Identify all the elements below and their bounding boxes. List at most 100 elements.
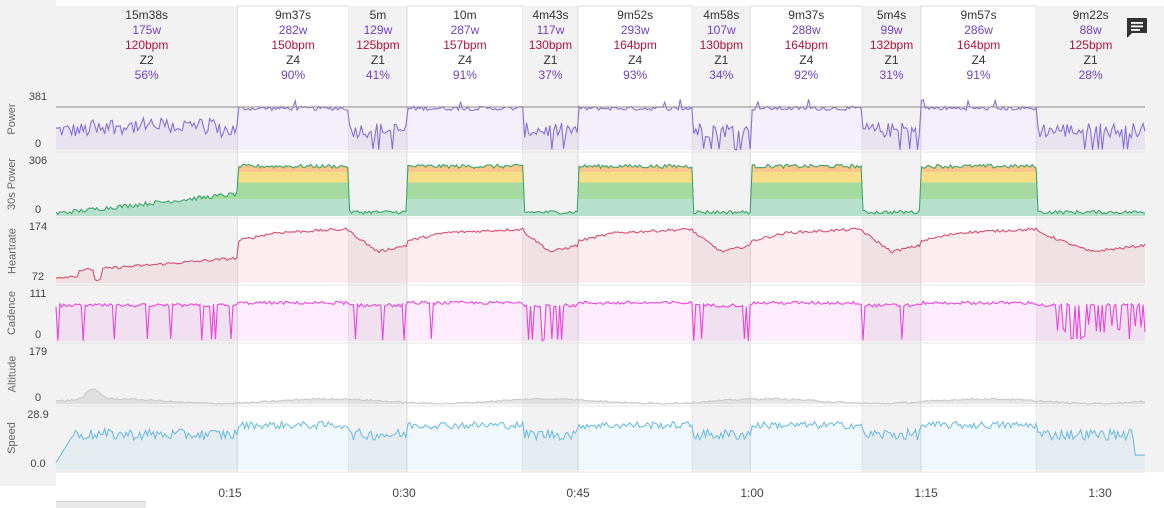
30s-power-zone-band-2 [56, 171, 1145, 183]
interval-percent: 91% [452, 68, 477, 82]
interval-percent: 91% [966, 68, 991, 82]
interval-percent: 56% [134, 68, 159, 82]
interval-duration: 5m4s [876, 8, 907, 22]
interval-heartrate: 130bpm [528, 38, 573, 52]
interval-duration: 4m58s [703, 8, 740, 22]
ytick-label: 381 [28, 91, 48, 103]
altitude-line[interactable] [55, 388, 1146, 405]
ytick-label: 0 [34, 392, 42, 404]
interval-stats[interactable]: 5m4s 99w 132bpm Z1 31% [862, 8, 921, 83]
interval-background-7[interactable] [750, 6, 863, 472]
interval-stats[interactable]: 15m38s 175w 120bpm Z2 56% [56, 8, 237, 83]
interval-percent: 37% [538, 68, 563, 82]
xtick-label: 0:15 [218, 486, 242, 500]
interval-power: 287w [450, 23, 480, 37]
heartrate-area [56, 228, 1145, 283]
cadence-line[interactable] [55, 300, 1146, 342]
interval-stats[interactable]: 9m52s 293w 164bpm Z4 93% [578, 8, 692, 83]
altitude-area [56, 389, 1145, 404]
interval-power: 293w [620, 23, 650, 37]
interval-background-1[interactable] [237, 6, 349, 472]
speed-area [56, 421, 1145, 470]
interval-stats[interactable]: 4m58s 107w 130bpm Z1 34% [692, 8, 750, 83]
interval-stats[interactable]: 9m22s 88w 125bpm Z1 28% [1036, 8, 1145, 83]
interval-stats[interactable]: 9m37s 282w 150bpm Z4 90% [237, 8, 349, 83]
interval-heartrate: 164bpm [613, 38, 657, 52]
interval-duration: 9m22s [1072, 8, 1109, 22]
interval-power: 107w [706, 23, 736, 37]
30s-power-zone-band-0 [56, 199, 1145, 216]
interval-zone: Z4 [799, 53, 814, 67]
channel-label-speed: Speed [6, 422, 18, 454]
channel-label-cadence: Cadence [6, 290, 18, 336]
interval-background-0[interactable] [56, 6, 238, 472]
interval-heartrate: 120bpm [124, 38, 169, 52]
interval-power: 129w [363, 23, 393, 37]
ytick-label: 179 [28, 346, 48, 358]
interval-heartrate: 125bpm [356, 38, 400, 52]
channel-label-power: Power [6, 103, 18, 135]
ytick-label: 0 [34, 138, 42, 150]
interval-heartrate: 130bpm [699, 38, 743, 52]
interval-stats[interactable]: 5m 129w 125bpm Z1 41% [349, 8, 407, 83]
interval-zone: Z1 [714, 53, 729, 67]
interval-heartrate: 150bpm [271, 38, 315, 52]
interval-background-6[interactable] [692, 6, 751, 472]
interval-zone: Z2 [139, 53, 154, 67]
interval-zone: Z4 [628, 53, 643, 67]
power-area [56, 99, 1145, 150]
interval-zone: Z1 [543, 53, 558, 67]
interval-heartrate: 164bpm [956, 38, 1001, 52]
interval-duration: 15m38s [125, 8, 168, 22]
ytick-label: 28.9 [27, 409, 49, 421]
interval-background-10[interactable] [1036, 6, 1145, 472]
ytick-label: 306 [28, 155, 48, 167]
interval-percent: 92% [794, 68, 819, 82]
interval-duration: 10m [453, 8, 477, 22]
intervals-tab[interactable] [56, 501, 146, 508]
interval-stats[interactable]: 10m 287w 157bpm Z4 91% [407, 8, 523, 83]
comment-icon[interactable] [1124, 14, 1150, 40]
channel-label-altitude: Altitude [6, 355, 18, 392]
channel-label-heartrate: Heartrate [6, 227, 18, 274]
interval-power: 99w [880, 23, 903, 37]
interval-zone: Z4 [286, 53, 301, 67]
interval-percent: 31% [879, 68, 904, 82]
interval-percent: 90% [281, 68, 306, 82]
interval-power: 286w [964, 23, 993, 37]
interval-headers: 15m38s 175w 120bpm Z2 56% 9m37s 282w 150bpm Z4 90… [0, 0, 1164, 86]
interval-power: 117w [536, 23, 565, 37]
interval-zone: Z4 [457, 53, 472, 67]
ytick-label: 0.0 [30, 458, 46, 470]
speed-line[interactable] [55, 419, 1145, 463]
interval-duration: 4m43s [532, 8, 569, 22]
interval-heartrate: 132bpm [869, 38, 914, 52]
xtick-label: 1:15 [914, 486, 938, 500]
interval-zone: Z1 [370, 53, 385, 67]
interval-duration: 9m57s [960, 8, 997, 22]
interval-stats[interactable]: 9m57s 286w 164bpm Z4 91% [921, 8, 1036, 83]
channel-label-30s-power: 30s Power [6, 158, 18, 210]
interval-power: 175w [132, 23, 161, 37]
interval-stats[interactable]: 9m37s 288w 164bpm Z4 92% [750, 8, 862, 83]
xtick-label: 0:30 [392, 486, 416, 500]
interval-duration: 9m52s [617, 8, 654, 22]
ytick-label: 72 [31, 271, 45, 283]
interval-background-3[interactable] [406, 6, 523, 472]
interval-background-5[interactable] [578, 6, 693, 472]
xtick-label: 1:30 [1088, 486, 1112, 500]
interval-stats[interactable]: 4m43s 117w 130bpm Z1 37% [523, 8, 578, 83]
interval-percent: 28% [1078, 68, 1103, 82]
interval-background-9[interactable] [920, 6, 1037, 472]
interval-background-8[interactable] [862, 6, 921, 472]
interval-percent: 93% [623, 68, 648, 82]
interval-duration: 9m37s [275, 8, 312, 22]
interval-heartrate: 125bpm [1068, 38, 1113, 52]
interval-zone: Z1 [884, 53, 899, 67]
30s-power-line[interactable] [55, 163, 1146, 215]
power-line[interactable] [55, 98, 1146, 151]
heartrate-line[interactable] [55, 227, 1146, 282]
xtick-label: 0:45 [566, 486, 590, 500]
interval-percent: 41% [365, 68, 390, 82]
